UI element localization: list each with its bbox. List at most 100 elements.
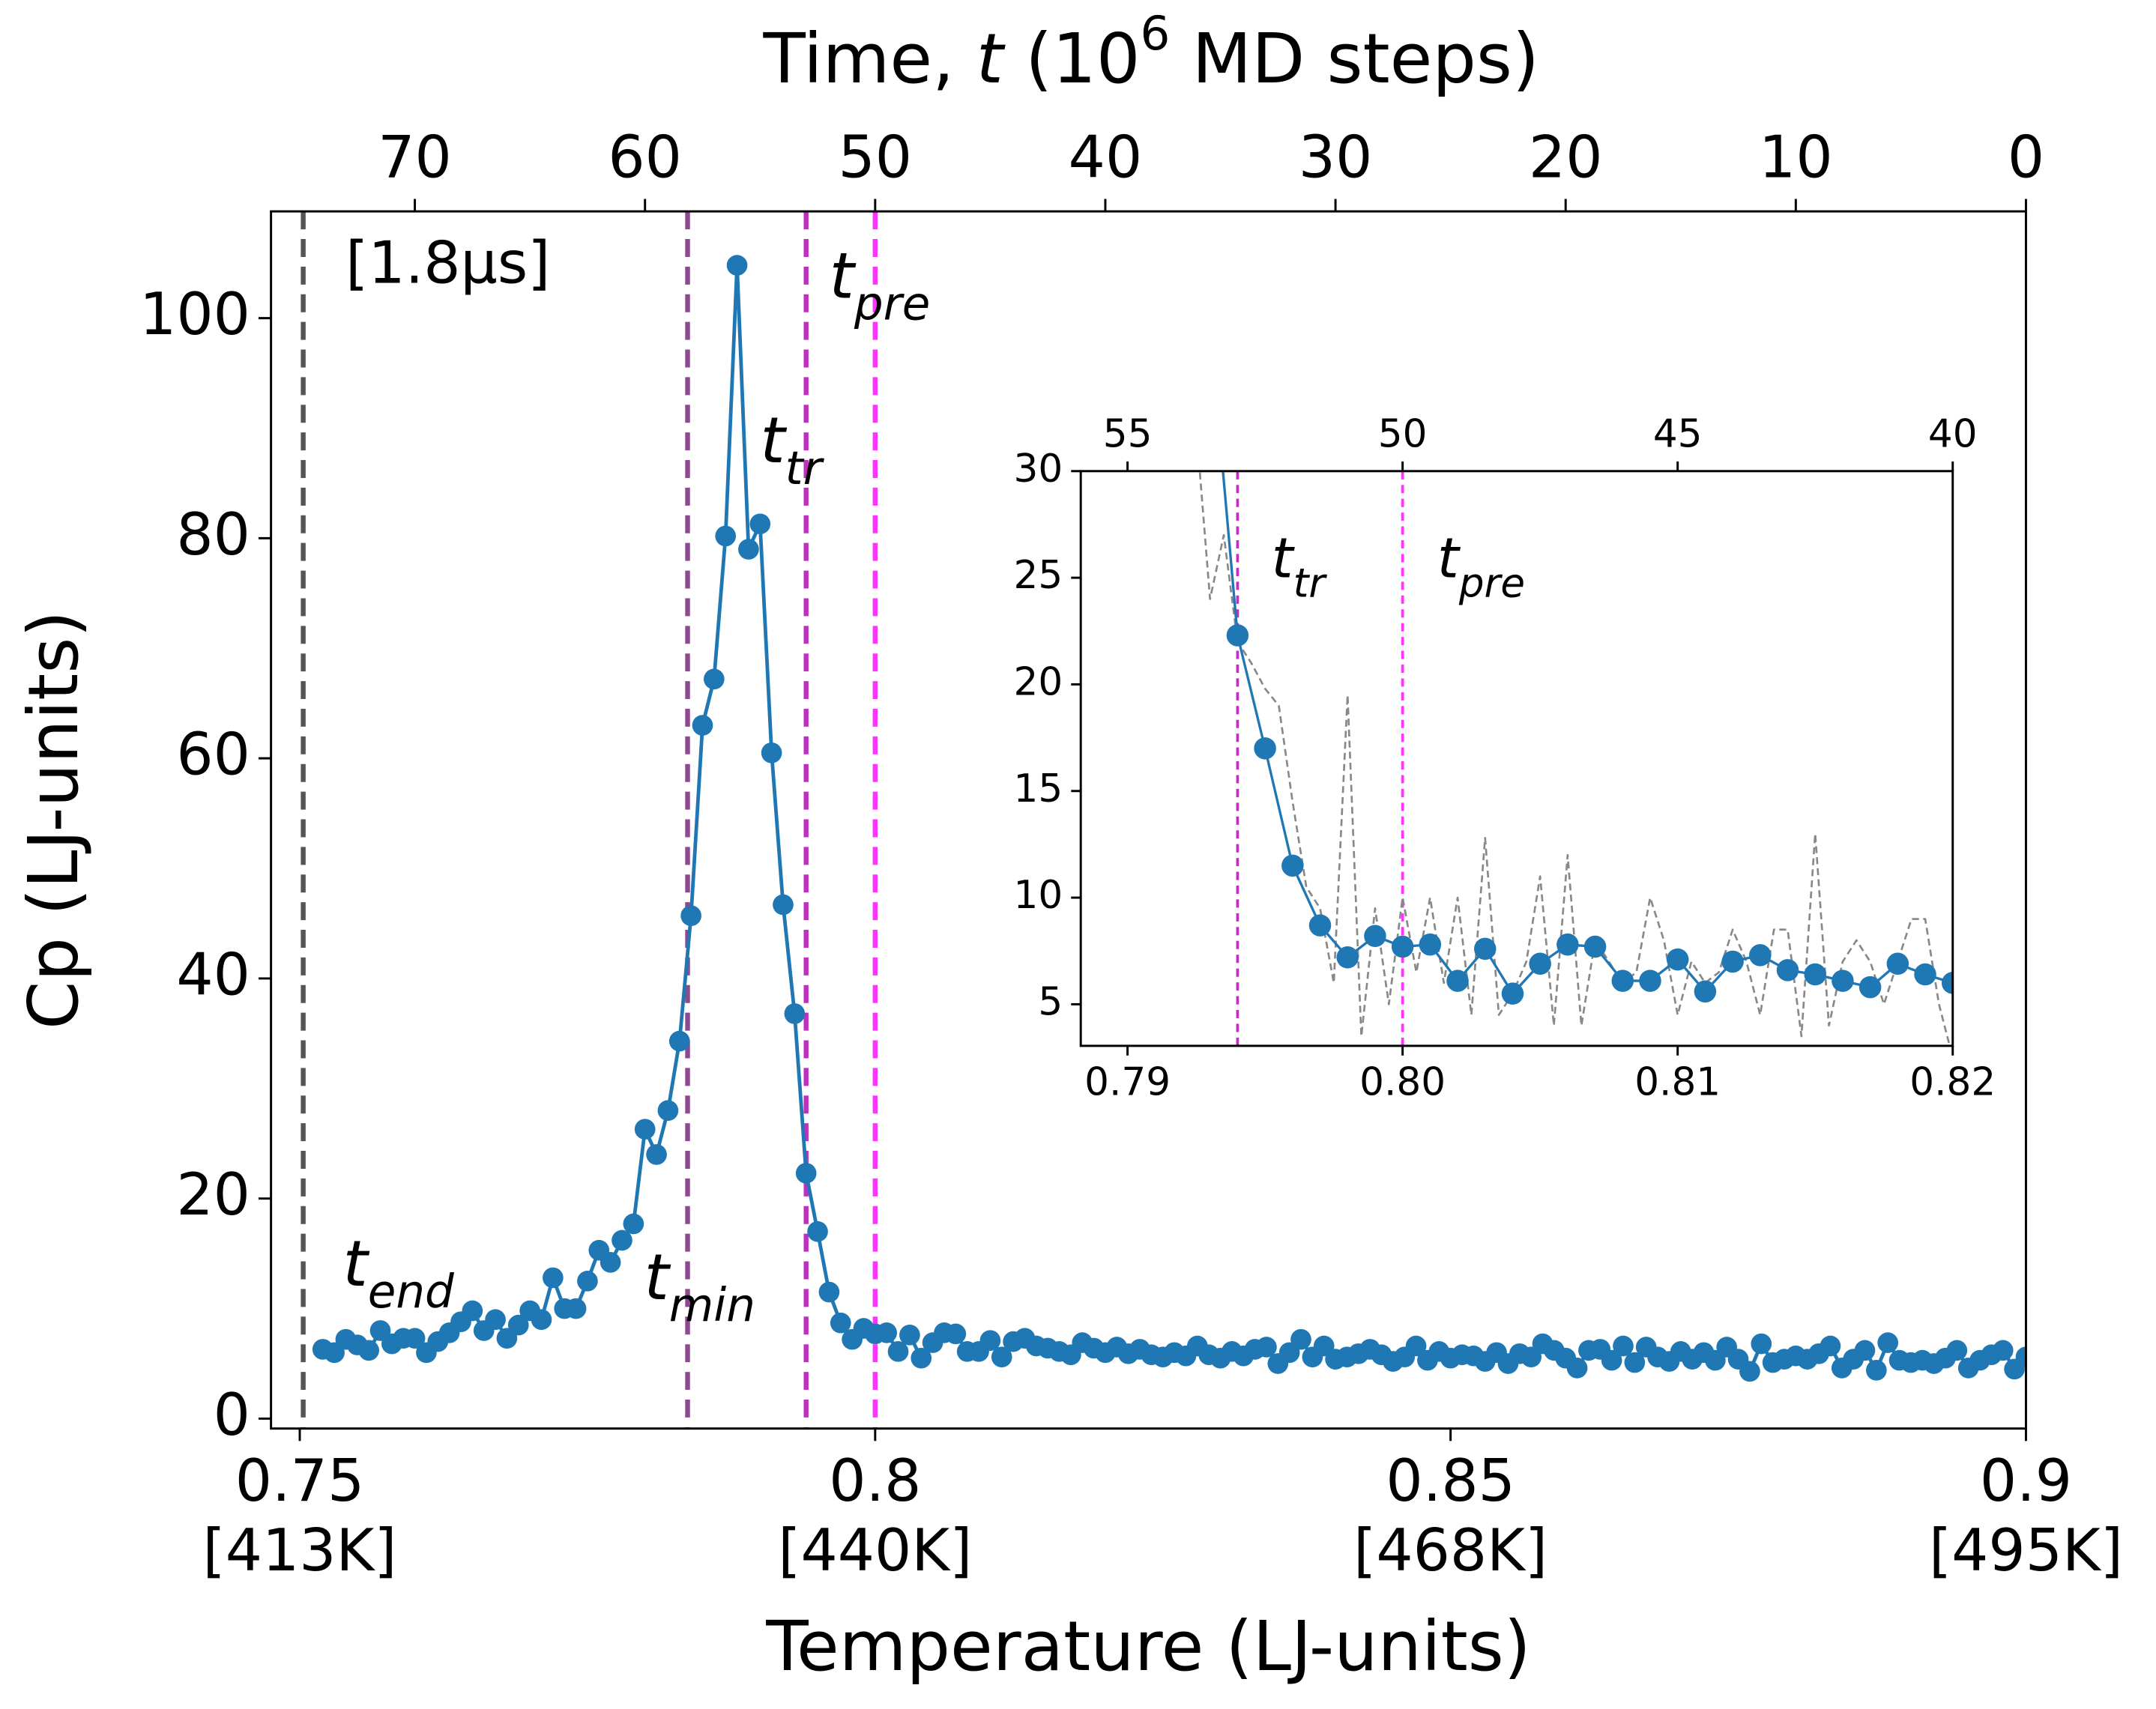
marker-line-label-sub: tr [785,442,825,495]
data-point [1832,970,1854,992]
marker-line-label-main: t [1272,527,1296,591]
data-point [1854,1340,1876,1361]
x-tick-label: 0.9 [1980,1448,2072,1515]
data-point [1290,1328,1311,1350]
plot-background [1081,471,1953,1046]
plot-frame [1079,470,1954,1047]
data-point [657,1100,679,1122]
data-point [899,1324,920,1346]
marker-line-label-sub: pre [854,277,930,330]
data-point [876,1322,898,1343]
data-point [1405,1335,1427,1357]
y-axis-label: Cp (LJ-units) [13,611,94,1029]
data-point [749,513,771,535]
data-point [830,1312,851,1334]
y-tick-label: 10 [1014,873,1063,918]
x2-tick-label: 50 [839,124,913,192]
plot-frame [270,210,2027,1430]
marker-line-label: tmin [644,1241,755,1333]
data-point [945,1323,967,1345]
x2-tick-label: 55 [1103,411,1153,456]
x2-tick-label: 45 [1653,411,1703,456]
data-point [404,1328,426,1349]
data-point [600,1252,621,1273]
data-point [1364,925,1386,948]
x-tick-sublabel: [440K] [778,1517,972,1585]
data-point [692,715,713,736]
data-point [1666,948,1689,971]
data-point [1583,935,1607,958]
y-tick-label: 100 [139,281,250,348]
marker-line-label-main: t [644,1241,671,1316]
y-tick-label: 20 [176,1161,250,1229]
x-axis-label: Temperature (LJ-units) [765,1606,1530,1687]
data-point [668,1030,690,1052]
y-tick-label: 80 [176,501,250,569]
x2-axis-label: Time, t (106 MD steps) [763,5,1539,99]
data-point [565,1298,587,1319]
x-tick-sublabel: [413K] [203,1517,397,1585]
data-point [1336,946,1359,969]
x2-tick-label: 10 [1759,124,1833,192]
x2-axis-label-part: 6 [1140,5,1170,60]
data-point [911,1347,932,1369]
x2-axis-label-part: t [976,18,1006,99]
data-point [726,255,748,276]
data-point [634,1119,656,1140]
x-tick-label: 0.85 [1386,1448,1515,1515]
x-tick-sublabel: [495K] [1929,1517,2123,1585]
data-point [773,894,794,916]
y-tick-label: 15 [1014,766,1063,811]
data-point [1749,944,1772,967]
data-point [646,1144,667,1165]
data-point [991,1346,1012,1368]
data-point [1914,963,1936,986]
marker-line-label-sub: pre [1458,560,1525,606]
data-point [1256,1337,1277,1358]
data-point [1254,737,1276,760]
y-tick-label: 40 [176,941,250,1008]
x-tick-label: 0.75 [235,1448,364,1515]
x2-tick-label: 60 [608,124,682,192]
data-point [1446,970,1469,992]
marker-line-label-main: t [760,404,787,478]
x2-tick-label: 30 [1299,124,1373,192]
data-point [1566,1358,1588,1379]
y-tick-label: 60 [176,722,250,789]
data-point [761,742,782,763]
x-tick-label: 0.8 [829,1448,921,1515]
marker-line-label-main: t [1437,527,1461,591]
data-point [1751,1333,1772,1355]
data-point [1419,933,1442,956]
data-point [1946,1340,1968,1361]
x-tick-sublabel: [468K] [1353,1517,1547,1585]
data-point [358,1340,379,1361]
x2-tick-label: 0 [2008,124,2044,192]
x2-axis-label-part: Time, [763,18,976,99]
data-point [887,1341,909,1362]
data-point [1866,1359,1887,1381]
marker-line-label-main: t [343,1227,370,1301]
data-point [531,1309,552,1331]
marker-line-label-main: t [830,240,857,314]
plot-area [1198,471,1953,1046]
data-point [485,1309,506,1331]
data-point [1886,952,1909,976]
marker-line-label: tpre [1437,527,1525,607]
series-line [1222,471,1953,995]
data-point [818,1281,840,1303]
data-point [612,1229,632,1251]
data-point [680,905,701,927]
y-tick-label: 5 [1038,979,1063,1024]
data-point [2015,1346,2026,1368]
data-point [1721,950,1744,973]
data-point [1613,1335,1634,1357]
x2-tick-label: 70 [378,124,452,192]
data-point [1639,970,1661,992]
data-point [1624,1352,1646,1373]
marker-line-label-sub: tr [1293,560,1328,606]
x-tick-label: 0.82 [1909,1060,1996,1105]
data-point [784,1003,806,1024]
